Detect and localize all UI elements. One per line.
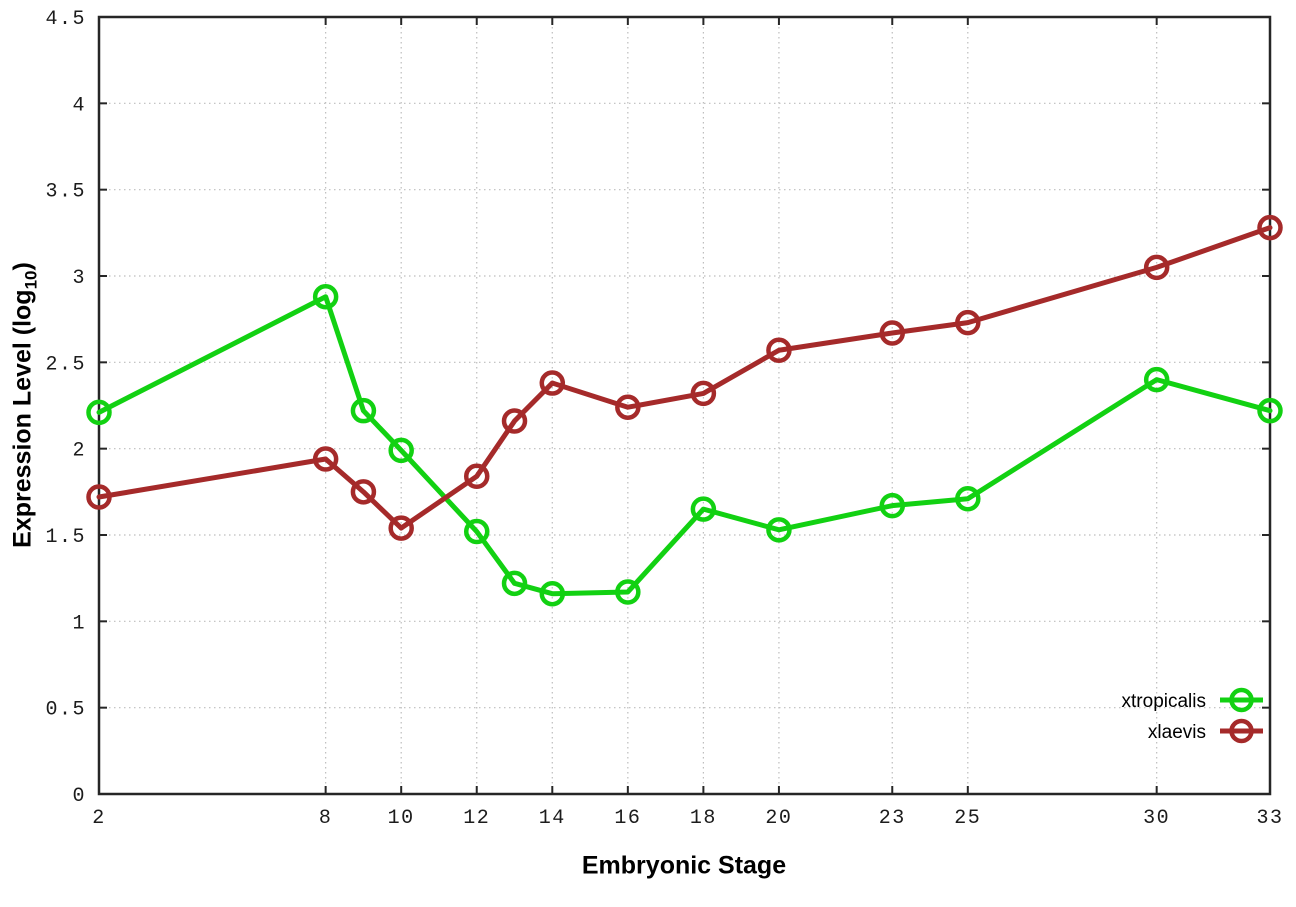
data-point-marker xyxy=(388,437,414,464)
svg-text:20: 20 xyxy=(765,807,792,830)
y-tick-labels: 0 0.5 1 1.5 2 2.5 3 3.5 4 4.5 xyxy=(45,8,86,808)
series-line xyxy=(96,225,1273,531)
y-axis-title-text: Expression Level (log xyxy=(8,289,37,548)
legend: xtropicalis xlaevis xyxy=(1122,687,1263,744)
svg-text:25: 25 xyxy=(954,807,981,830)
legend-entry-xtropicalis: xtropicalis xyxy=(1122,687,1263,713)
data-point-marker xyxy=(879,320,906,346)
svg-text:0.5: 0.5 xyxy=(45,699,86,722)
svg-text:4.5: 4.5 xyxy=(45,8,86,31)
data-point-marker xyxy=(766,337,792,363)
data-point-marker xyxy=(539,580,566,607)
svg-text:3: 3 xyxy=(72,267,86,290)
data-point-marker xyxy=(955,485,981,512)
data-point-marker xyxy=(350,479,377,505)
svg-text:2: 2 xyxy=(92,807,106,830)
legend-sample-marker xyxy=(1229,718,1254,744)
svg-text:14: 14 xyxy=(539,807,566,830)
svg-text:0: 0 xyxy=(72,785,86,808)
data-point-marker xyxy=(312,283,339,310)
data-point-marker xyxy=(86,484,112,510)
data-point-marker xyxy=(350,397,377,424)
plot-border xyxy=(97,15,1272,796)
data-point-marker xyxy=(1257,397,1283,424)
data-point-marker xyxy=(501,570,528,597)
legend-entry-xlaevis: xlaevis xyxy=(1148,718,1263,744)
svg-text:3.5: 3.5 xyxy=(45,181,86,204)
data-point-marker xyxy=(615,579,641,605)
y-axis-title-suffix: ) xyxy=(8,262,37,271)
data-point-marker xyxy=(501,408,528,434)
svg-text:30: 30 xyxy=(1143,807,1170,830)
axis-ticks xyxy=(98,16,1271,795)
grid-lines xyxy=(98,16,1271,795)
legend-sample-marker xyxy=(1229,687,1254,713)
svg-text:1.5: 1.5 xyxy=(45,526,86,549)
svg-text:10: 10 xyxy=(388,807,415,830)
data-point-marker xyxy=(690,496,717,522)
data-point-marker xyxy=(766,517,792,543)
legend-label: xtropicalis xyxy=(1122,691,1206,712)
data-point-marker xyxy=(312,446,339,472)
svg-text:12: 12 xyxy=(463,807,490,830)
svg-text:2: 2 xyxy=(72,440,86,463)
svg-text:4: 4 xyxy=(72,94,86,117)
data-point-marker xyxy=(539,370,566,396)
y-axis-title: Expression Level (log10) xyxy=(9,262,42,548)
series-xlaevis xyxy=(86,214,1283,541)
x-axis-title: Embryonic Stage xyxy=(581,851,787,880)
legend-label: xlaevis xyxy=(1148,722,1206,743)
data-point-marker xyxy=(388,515,414,541)
data-point-marker xyxy=(615,394,641,420)
data-point-marker xyxy=(955,309,981,336)
svg-text:23: 23 xyxy=(879,807,906,830)
svg-text:1: 1 xyxy=(72,612,86,635)
data-point-marker xyxy=(463,518,490,545)
data-point-marker xyxy=(86,399,112,426)
data-point-marker xyxy=(1257,214,1283,241)
data-point-marker xyxy=(1143,366,1170,393)
svg-text:33: 33 xyxy=(1256,807,1283,830)
svg-text:2.5: 2.5 xyxy=(45,353,86,376)
x-tick-labels: 2 8 10 12 14 16 18 20 23 25 30 33 xyxy=(92,807,1283,830)
data-point-marker xyxy=(1143,254,1170,281)
svg-text:8: 8 xyxy=(319,807,333,830)
series-line xyxy=(96,294,1273,597)
y-axis-title-subscript: 10 xyxy=(21,270,41,290)
svg-text:16: 16 xyxy=(614,807,641,830)
series-xtropicalis xyxy=(86,283,1283,607)
data-point-marker xyxy=(690,380,717,407)
data-point-marker xyxy=(463,463,490,490)
data-point-marker xyxy=(879,492,906,519)
svg-text:18: 18 xyxy=(690,807,717,830)
